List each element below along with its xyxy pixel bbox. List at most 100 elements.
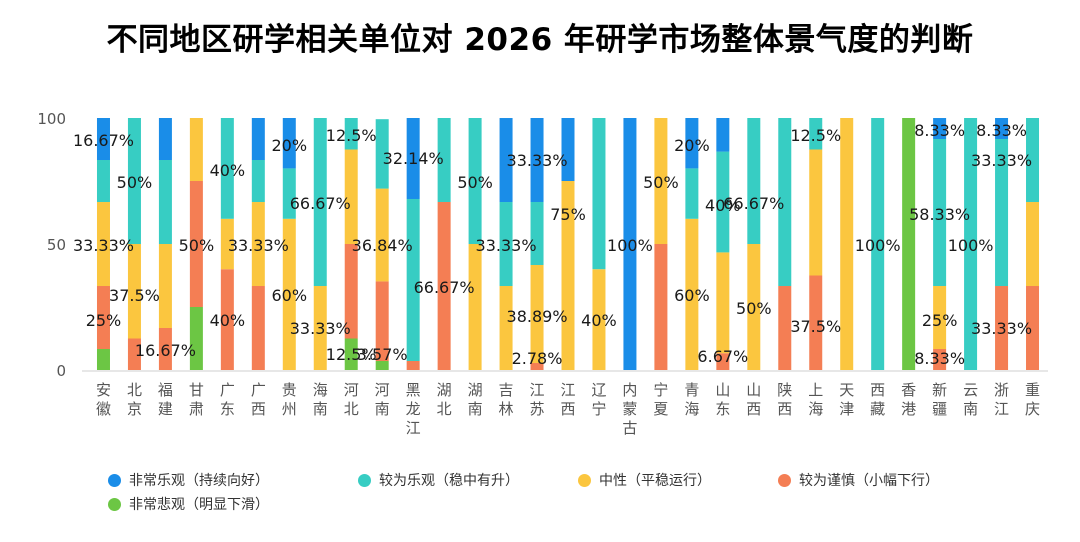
bar-segment (189, 307, 203, 370)
bar-segment (127, 338, 141, 370)
bar-segment (158, 118, 172, 161)
x-tick-label: 贵州 (282, 381, 297, 418)
bar-segment (902, 118, 916, 370)
bar-segment (313, 286, 327, 370)
legend-label: 较为乐观（稳中有升） (379, 473, 519, 489)
data-labels-group: 16.67% 33.33% 25% 50% 37.5% 16.67% 50% 40% 40% 33… (73, 121, 1032, 368)
data-label: 6.67% (697, 347, 748, 366)
data-label: 66.67% (723, 194, 784, 213)
bar-segment (964, 118, 978, 370)
bar-segment (747, 244, 761, 370)
data-label: 33.33% (476, 236, 537, 255)
bar-segment (530, 362, 544, 370)
legend-label: 非常乐观（持续向好） (129, 473, 269, 489)
bar-segment (158, 327, 172, 370)
legend-item: 中性（平稳运行） (578, 470, 711, 490)
legend-swatch (358, 473, 371, 487)
data-label: 25% (86, 311, 122, 330)
x-tick-label: 宁夏 (653, 381, 668, 418)
data-label: 33.33% (971, 151, 1032, 170)
bar-segment (747, 118, 761, 244)
x-tick-label: 青海 (684, 381, 699, 418)
data-label: 100% (607, 236, 653, 255)
bar-segment (406, 198, 420, 362)
bar-segment (716, 151, 730, 253)
data-label: 3.57% (357, 345, 408, 364)
legend-swatch (108, 473, 121, 487)
x-tick-label: 山东 (715, 381, 730, 418)
data-label: 50% (643, 173, 679, 192)
bar-segment (1026, 118, 1040, 203)
data-label: 37.5% (109, 286, 160, 305)
bar-segment (995, 138, 1009, 287)
bar-segment (499, 202, 513, 287)
data-label: 50% (117, 173, 153, 192)
data-label: 50% (457, 173, 493, 192)
bar-segment (499, 286, 513, 370)
bar-segment (995, 286, 1009, 370)
bar-segment (251, 118, 265, 161)
x-tick-label: 河南 (375, 381, 390, 418)
bar-segment (1026, 202, 1040, 287)
legend-label: 较为谨慎（小幅下行） (799, 473, 939, 489)
bar-segment (933, 286, 947, 350)
x-tick-label: 河北 (344, 381, 359, 418)
bar-segment (127, 244, 141, 339)
data-label: 40% (705, 196, 741, 215)
bar-segment (344, 244, 358, 339)
bar-segment (530, 264, 544, 363)
bar-segment (96, 118, 110, 161)
x-tick-label: 福建 (158, 381, 173, 418)
bar-segment (871, 118, 885, 370)
data-label: 33.33% (971, 319, 1032, 338)
bar-segment (1026, 286, 1040, 370)
data-label: 32.14% (383, 149, 444, 168)
bar-segment (809, 149, 823, 276)
x-tick-label: 新疆 (932, 381, 947, 418)
bar-segment (716, 353, 730, 370)
bar-segment (189, 118, 203, 181)
bar-segment (437, 201, 451, 370)
bar-segment (375, 188, 389, 282)
x-tick-label: 重庆 (1025, 381, 1040, 418)
bar-segment (220, 269, 234, 370)
bar-segment (127, 118, 141, 244)
x-tick-label: 黑龙江 (406, 381, 421, 437)
bar-segment (778, 286, 792, 370)
data-label: 12.5% (790, 126, 841, 145)
data-label: 33.33% (228, 236, 289, 255)
data-label: 20% (272, 136, 308, 155)
bar-segment (96, 202, 110, 287)
bar-segment (685, 218, 699, 370)
bar-segment (96, 349, 110, 370)
bar-segment (592, 269, 606, 370)
bar-segment (96, 286, 110, 350)
bar-segment (592, 118, 606, 270)
bar-segment (654, 244, 668, 370)
bar-segment (778, 118, 792, 287)
x-tick-label: 辽宁 (591, 381, 606, 418)
data-label: 25% (922, 311, 958, 330)
data-label: 12.5% (326, 345, 377, 364)
bar-segment (840, 118, 854, 370)
x-tick-label: 北京 (127, 381, 142, 418)
y-tick-label: 100 (37, 110, 66, 128)
data-label: 50% (736, 299, 772, 318)
bar-segment (375, 119, 389, 189)
data-label: 66.67% (290, 194, 351, 213)
bar-segment (406, 118, 420, 199)
data-label: 100% (855, 236, 901, 255)
bar-segment (158, 160, 172, 244)
bar-segment (344, 149, 358, 244)
bar-segment (251, 202, 265, 287)
bar-segment (344, 118, 358, 150)
bar-segment (716, 252, 730, 354)
data-label: 40% (210, 311, 246, 330)
legend-item: 非常悲观（明显下滑） (108, 494, 269, 514)
data-label: 36.84% (352, 236, 413, 255)
data-label: 40% (581, 311, 617, 330)
data-label: 37.5% (790, 317, 841, 336)
bar-segment (933, 349, 947, 370)
